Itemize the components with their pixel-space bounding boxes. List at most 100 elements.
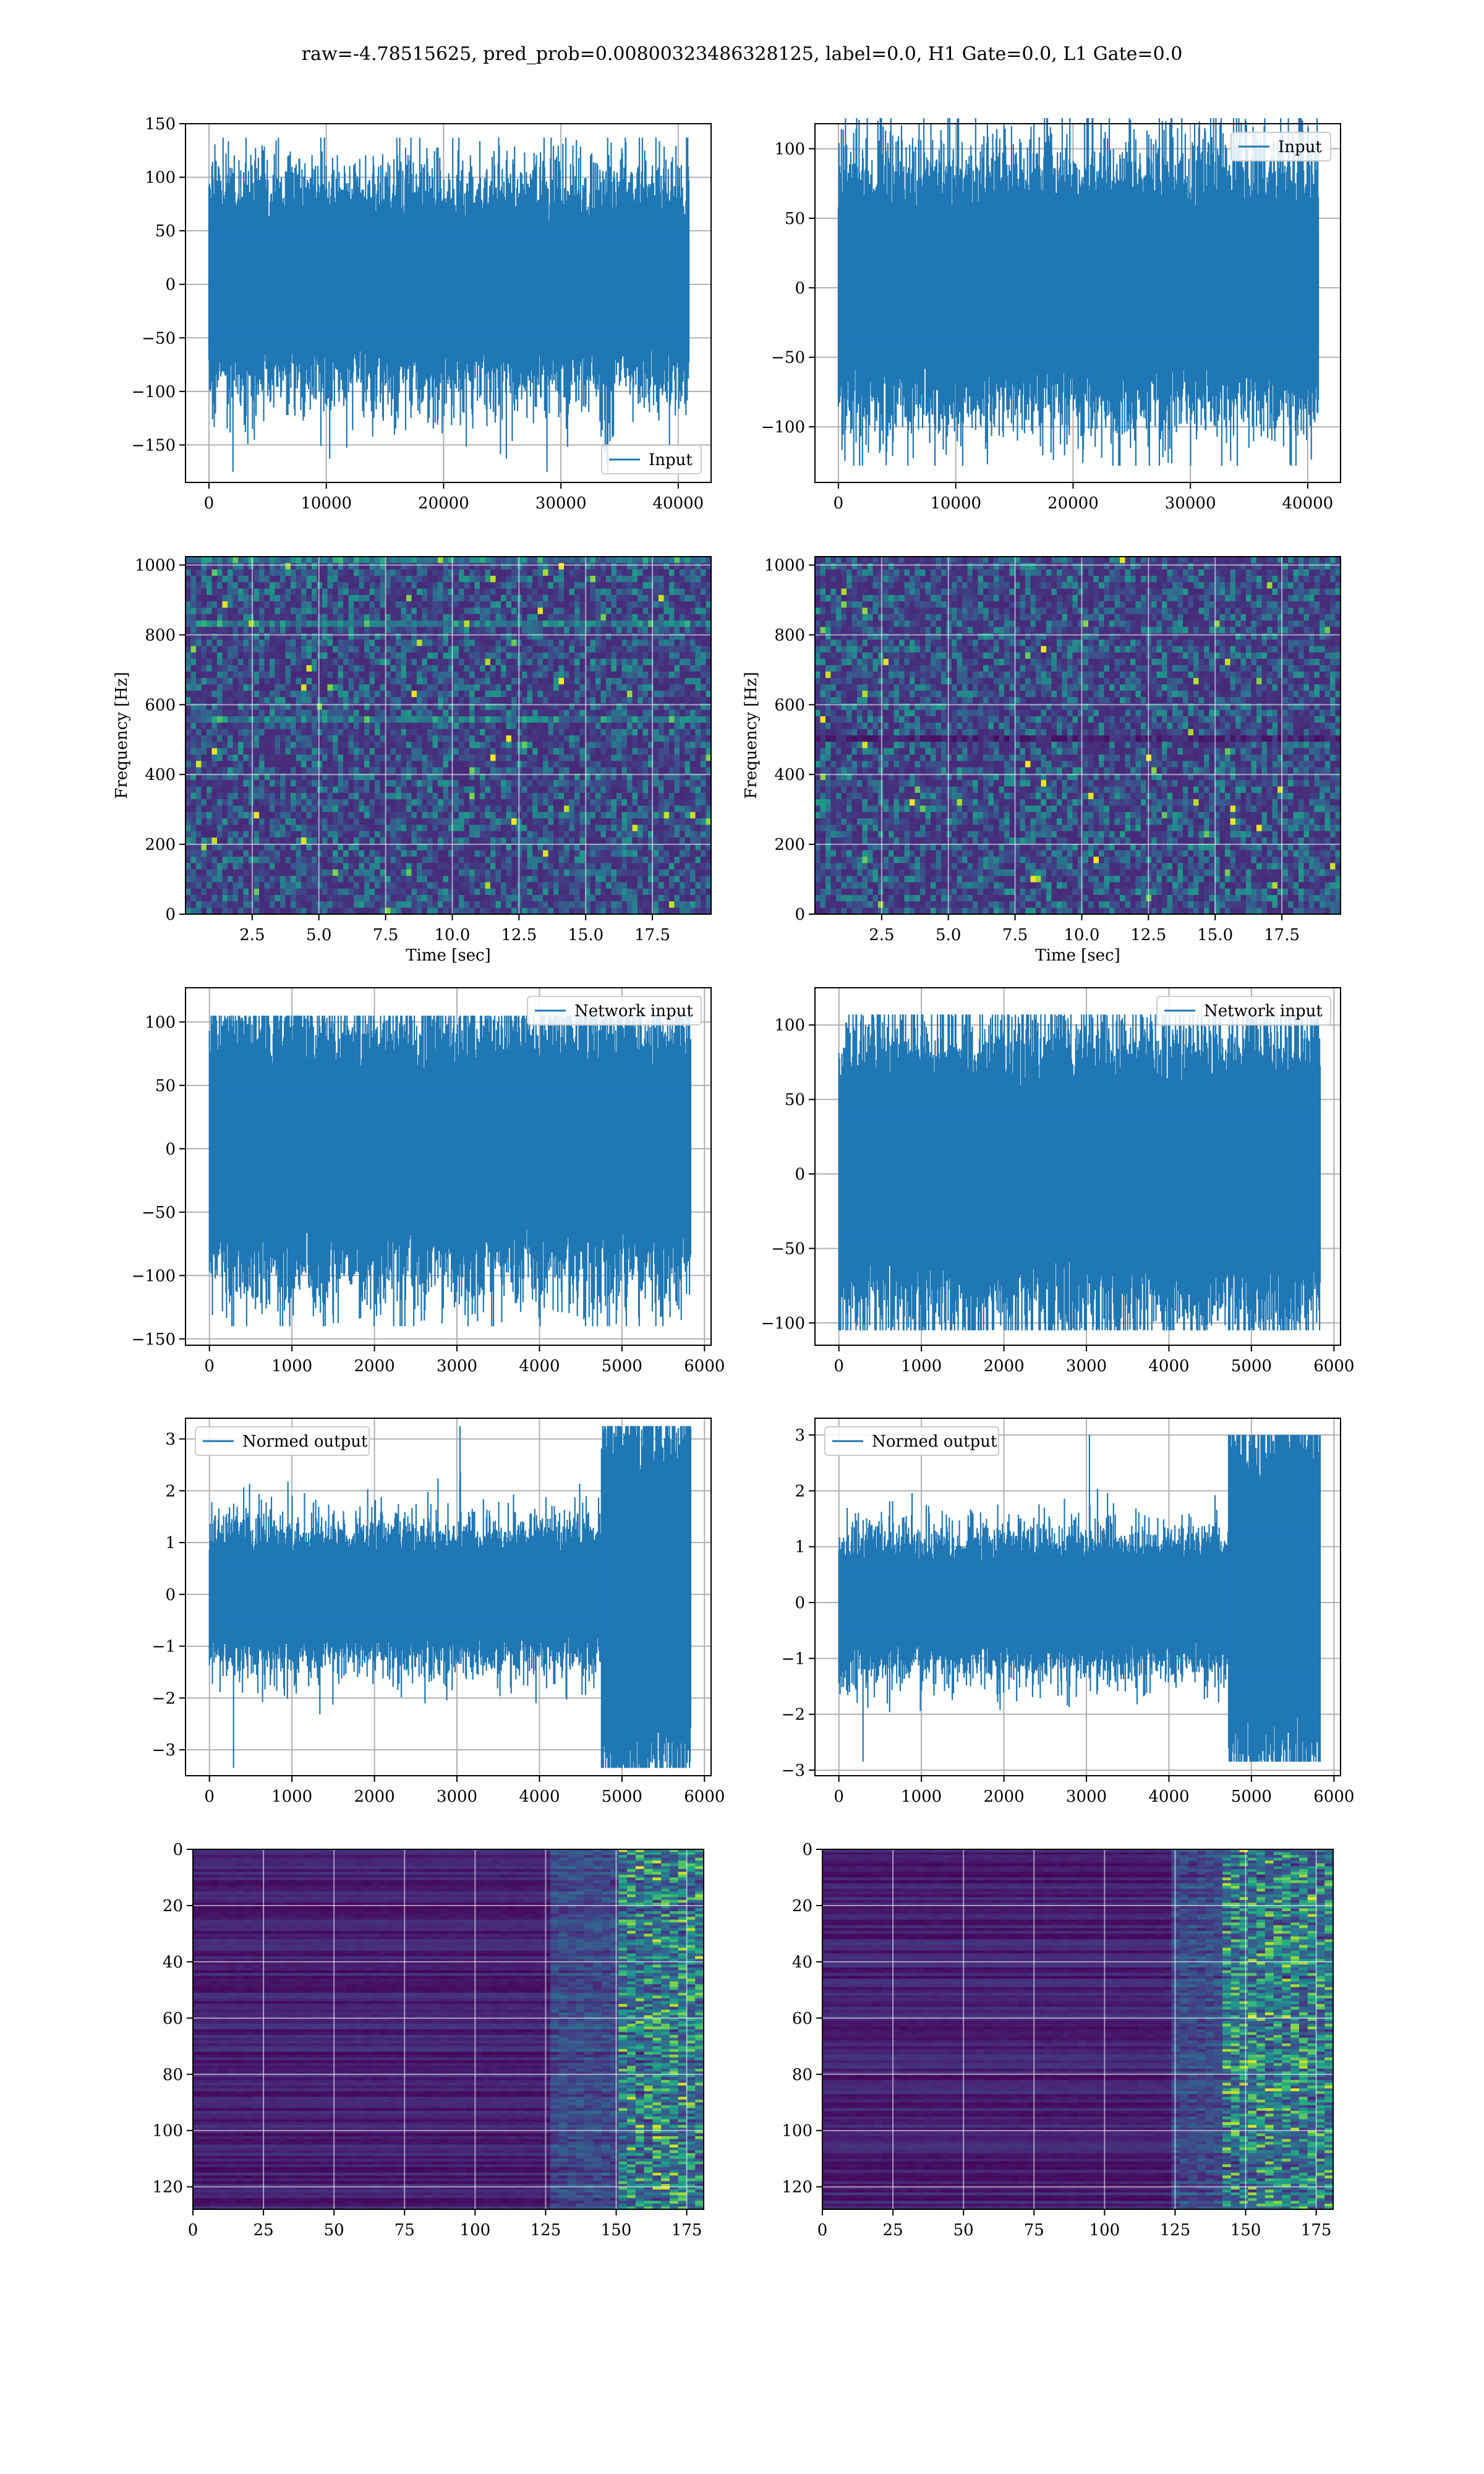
heatmap-cell <box>390 594 396 602</box>
heatmap-cell <box>438 742 444 749</box>
heatmap-cell <box>369 703 375 711</box>
heatmap-cell <box>595 754 602 761</box>
heatmap-cell <box>232 792 239 800</box>
heatmap-cell <box>438 671 444 678</box>
heatmap-cell <box>490 563 497 570</box>
heatmap-cell <box>574 742 581 749</box>
heatmap-cell <box>201 601 207 609</box>
heatmap-cell <box>511 773 518 781</box>
heatmap-cell <box>333 831 339 838</box>
heatmap-cell <box>579 633 586 640</box>
heatmap-cell <box>611 703 617 711</box>
heatmap-cell <box>569 863 575 870</box>
heatmap-cell <box>701 773 707 781</box>
heatmap-cell <box>621 831 628 838</box>
heatmap-cell <box>448 748 454 755</box>
heatmap-cell <box>590 575 596 583</box>
heatmap-cell <box>312 557 318 563</box>
heatmap-cell <box>690 557 696 563</box>
heatmap-cell <box>327 594 333 602</box>
heatmap-cell <box>600 773 607 781</box>
heatmap-cell <box>396 646 402 653</box>
heatmap-cell <box>259 607 265 615</box>
heatmap-cell <box>380 844 386 851</box>
heatmap-cell <box>417 735 423 742</box>
heatmap-cell <box>485 735 491 742</box>
heatmap-cell <box>532 569 539 576</box>
heatmap-cell <box>448 831 454 838</box>
heatmap-cell <box>190 837 197 845</box>
heatmap-cell <box>485 703 491 711</box>
heatmap-cell <box>364 850 370 857</box>
heatmap-cell <box>548 742 554 749</box>
heatmap-cell <box>333 588 339 596</box>
heatmap-cell <box>249 716 255 723</box>
heatmap-cell <box>243 671 249 678</box>
heatmap-cell <box>186 748 192 755</box>
heatmap-cell <box>348 722 354 730</box>
heatmap-cell <box>706 588 712 596</box>
heatmap-cell <box>438 588 444 596</box>
heatmap-cell <box>354 601 360 609</box>
heatmap-cell <box>417 767 423 774</box>
heatmap-cell <box>354 678 360 685</box>
heatmap-cell <box>680 569 686 576</box>
heatmap-cell <box>532 678 539 685</box>
heatmap-cell <box>317 703 323 711</box>
heatmap-cell <box>228 557 234 563</box>
heatmap-cell <box>621 563 628 570</box>
heatmap-cell <box>432 824 438 832</box>
heatmap-cell <box>275 857 281 864</box>
heatmap-cell <box>485 607 491 615</box>
heatmap-cell <box>642 722 649 730</box>
heatmap-cell <box>369 748 375 755</box>
heatmap-cell <box>301 640 307 647</box>
heatmap-cell <box>306 633 312 640</box>
heatmap-cell <box>291 773 297 781</box>
heatmap-cell <box>474 742 480 749</box>
heatmap-cell <box>680 709 686 717</box>
heatmap-cell <box>474 792 480 800</box>
heatmap-cell <box>333 671 339 678</box>
heatmap-cell <box>642 614 649 621</box>
heatmap-cell <box>527 659 533 666</box>
heatmap-cell <box>306 646 312 653</box>
heatmap-cell <box>333 563 339 570</box>
heatmap-cell <box>501 633 507 640</box>
heatmap-cell <box>663 633 670 640</box>
heatmap-cell <box>501 748 507 755</box>
heatmap-cell <box>270 850 276 857</box>
heatmap-cell <box>301 614 307 621</box>
heatmap-cell <box>338 620 344 628</box>
heatmap-cell <box>317 818 323 826</box>
heatmap-cell <box>359 722 365 730</box>
heatmap-cell <box>338 633 344 640</box>
heatmap-cell <box>327 805 333 813</box>
heatmap-cell <box>390 792 396 800</box>
heatmap-cell <box>301 607 307 615</box>
heatmap-cell <box>190 690 197 698</box>
heatmap-cell <box>474 811 480 819</box>
heatmap-cell <box>706 780 712 787</box>
heatmap-cell <box>606 620 612 628</box>
heatmap-cell <box>211 831 218 838</box>
heatmap-cell <box>232 748 239 755</box>
heatmap-cell <box>690 594 696 602</box>
heatmap-cell <box>211 869 218 876</box>
heatmap-cell <box>600 786 607 794</box>
x-tick-label: 0 <box>204 494 215 513</box>
heatmap-cell <box>690 754 696 761</box>
heatmap-cell <box>222 594 228 602</box>
heatmap-cell <box>270 614 276 621</box>
heatmap-cell <box>375 646 381 653</box>
heatmap-cell <box>359 742 365 749</box>
heatmap-cell <box>264 601 270 609</box>
heatmap-cell <box>459 857 465 864</box>
heatmap-cell <box>590 569 596 576</box>
heatmap-cell <box>291 811 297 819</box>
heatmap-cell <box>627 646 633 653</box>
heatmap-cell <box>317 582 323 589</box>
heatmap-cell <box>632 627 638 634</box>
heatmap-cell <box>359 607 365 615</box>
heatmap-cell <box>217 799 223 807</box>
